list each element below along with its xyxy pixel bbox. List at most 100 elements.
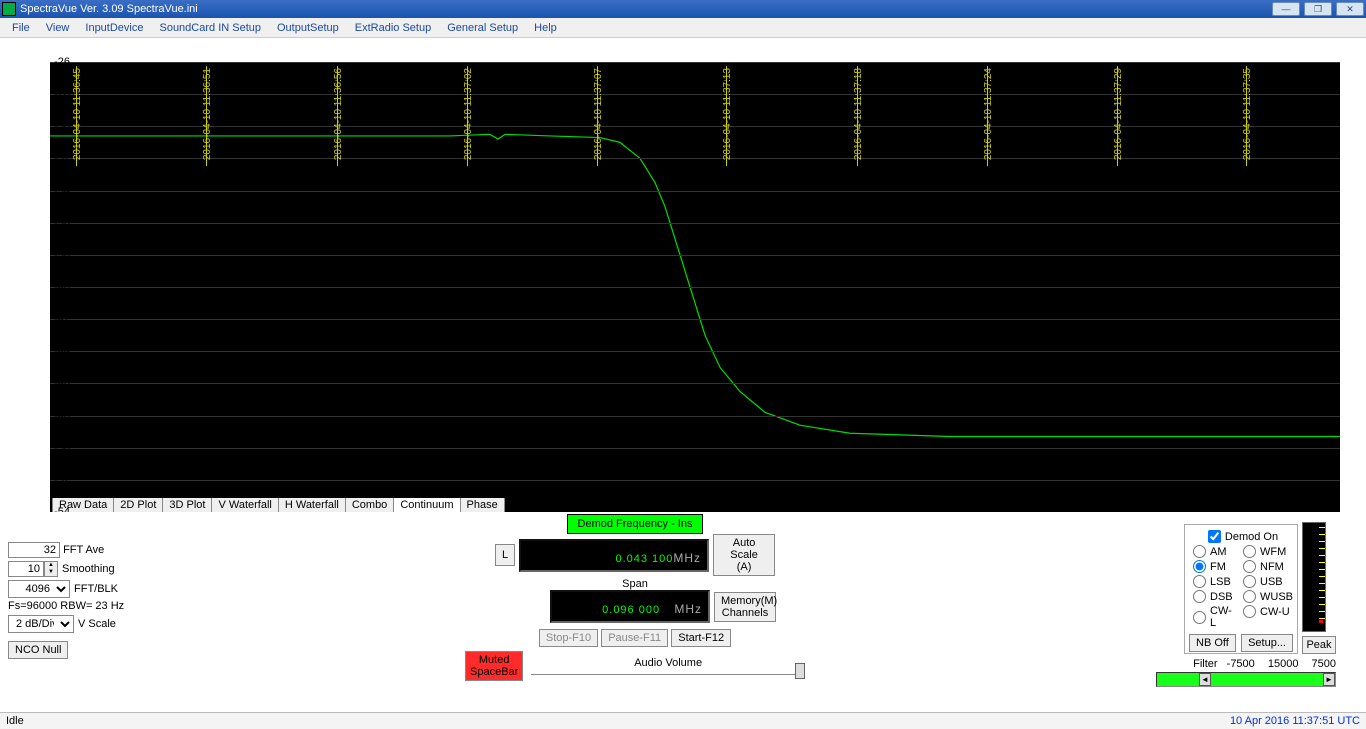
memory-channels-button[interactable]: Memory(M) Channels xyxy=(714,592,776,622)
menu-view[interactable]: View xyxy=(38,20,78,36)
timestamp-marker: 2016-04-10 11:36:45 xyxy=(72,68,83,160)
timestamp-marker: 2016-04-10 11:37:02 xyxy=(463,68,474,160)
smoothing-input[interactable] xyxy=(8,561,44,577)
filter-val-2: 7500 xyxy=(1312,658,1336,670)
timestamp-marker: 2016-04-10 11:37:24 xyxy=(983,68,994,160)
audio-volume-label: Audio Volume xyxy=(531,657,805,669)
mode-radio-nfm[interactable] xyxy=(1243,560,1256,573)
y-tick-label: -50 xyxy=(54,442,70,454)
y-tick-label: -38 xyxy=(54,249,70,261)
mode-label: CW-U xyxy=(1260,606,1290,618)
window-title: SpectraVue Ver. 3.09 SpectraVue.ini xyxy=(20,3,1272,15)
vscale-select[interactable]: 2 dB/Div xyxy=(8,615,74,633)
fft-ave-label: FFT Ave xyxy=(63,544,104,556)
mode-label: WUSB xyxy=(1260,591,1293,603)
signal-meter xyxy=(1302,522,1326,632)
y-tick-label: -52 xyxy=(54,474,70,486)
mode-radio-fm[interactable] xyxy=(1193,560,1206,573)
mode-radio-cw-u[interactable] xyxy=(1243,605,1256,618)
y-tick-label: -36 xyxy=(54,217,70,229)
demod-on-checkbox[interactable] xyxy=(1208,530,1221,543)
freq-display[interactable]: 0.043 100MHz xyxy=(519,539,709,572)
y-tick-label: -46 xyxy=(54,377,70,389)
auto-scale-button[interactable]: Auto Scale (A) xyxy=(713,534,775,576)
y-tick-label: -40 xyxy=(54,281,70,293)
mode-label: DSB xyxy=(1210,591,1233,603)
y-tick-label: -28 xyxy=(54,88,70,100)
mode-label: USB xyxy=(1260,576,1283,588)
audio-volume-slider[interactable] xyxy=(531,669,805,675)
filter-label: Filter xyxy=(1193,658,1217,670)
filter-slider[interactable]: ◄ ► xyxy=(1156,672,1336,687)
close-button[interactable]: ✕ xyxy=(1336,2,1364,16)
fft-ave-input[interactable] xyxy=(8,542,60,558)
minimize-button[interactable]: — xyxy=(1272,2,1300,16)
mode-radio-dsb[interactable] xyxy=(1193,590,1206,603)
filter-val-0: -7500 xyxy=(1227,658,1255,670)
titlebar: SpectraVue Ver. 3.09 SpectraVue.ini — ❐ … xyxy=(0,0,1366,18)
demod-on-label: Demod On xyxy=(1225,531,1278,543)
setup-button[interactable]: Setup... xyxy=(1241,634,1293,652)
fft-blk-label: FFT/BLK xyxy=(74,583,118,595)
muted-button[interactable]: Muted SpaceBar xyxy=(465,651,523,681)
menu-general-setup[interactable]: General Setup xyxy=(439,20,526,36)
filter-val-1: 15000 xyxy=(1268,658,1299,670)
mode-label: CW-L xyxy=(1210,605,1237,629)
timestamp-marker: 2016-04-10 11:37:29 xyxy=(1113,68,1124,160)
timestamp-marker: 2016-04-10 11:37:13 xyxy=(722,68,733,160)
continuum-chart[interactable]: 2016-04-10 11:36:45 2016-04-10 11:36:51 20… xyxy=(50,62,1340,512)
mode-label: NFM xyxy=(1260,561,1284,573)
span-label: Span xyxy=(465,578,805,590)
mode-radio-cw-l[interactable] xyxy=(1193,611,1206,624)
timestamp-marker: 2016-04-10 11:37:35 xyxy=(1242,68,1253,160)
timestamp-marker: 2016-04-10 11:37:18 xyxy=(853,68,864,160)
mode-radio-wusb[interactable] xyxy=(1243,590,1256,603)
mode-radio-am[interactable] xyxy=(1193,545,1206,558)
l-button[interactable]: L xyxy=(495,544,515,566)
app-icon xyxy=(2,2,16,16)
y-tick-label: -34 xyxy=(54,185,70,197)
fs-rbw-info: Fs=96000 RBW= 23 Hz xyxy=(8,600,124,612)
y-tick-label: -44 xyxy=(54,345,70,357)
y-tick-label: -32 xyxy=(54,152,70,164)
y-tick-label: -30 xyxy=(54,120,70,132)
menu-outputsetup[interactable]: OutputSetup xyxy=(269,20,347,36)
vscale-label: V Scale xyxy=(78,618,116,630)
mode-label: LSB xyxy=(1210,576,1231,588)
mode-label: AM xyxy=(1210,546,1227,558)
maximize-button[interactable]: ❐ xyxy=(1304,2,1332,16)
statusbar: Idle 10 Apr 2016 11:37:51 UTC xyxy=(0,712,1366,729)
status-left: Idle xyxy=(6,715,1230,727)
peak-button[interactable]: Peak xyxy=(1302,636,1336,654)
nco-null-button[interactable]: NCO Null xyxy=(8,641,68,659)
smoothing-label: Smoothing xyxy=(62,563,115,575)
timestamp-marker: 2016-04-10 11:37:07 xyxy=(593,68,604,160)
span-display[interactable]: 0.096 000 MHz xyxy=(550,590,710,623)
menu-inputdevice[interactable]: InputDevice xyxy=(77,20,151,36)
nb-off-button[interactable]: NB Off xyxy=(1189,634,1236,652)
mode-radio-lsb[interactable] xyxy=(1193,575,1206,588)
start-button[interactable]: Start-F12 xyxy=(671,629,731,647)
smoothing-spinner[interactable]: ▲▼ xyxy=(44,561,58,577)
menubar: FileViewInputDeviceSoundCard IN SetupOut… xyxy=(0,18,1366,38)
y-tick-label: -26 xyxy=(54,56,70,68)
menu-extradio-setup[interactable]: ExtRadio Setup xyxy=(347,20,439,36)
mode-label: WFM xyxy=(1260,546,1286,558)
chart-area: 2016-04-10 11:36:45 2016-04-10 11:36:51 20… xyxy=(0,38,1366,512)
menu-file[interactable]: File xyxy=(4,20,38,36)
mode-radio-wfm[interactable] xyxy=(1243,545,1256,558)
timestamp-marker: 2016-04-10 11:36:51 xyxy=(202,68,213,160)
control-panel: FFT Ave ▲▼ Smoothing 4096 FFT/BLK Fs=960… xyxy=(0,512,1366,712)
fft-blk-select[interactable]: 4096 xyxy=(8,580,70,598)
mode-radio-usb[interactable] xyxy=(1243,575,1256,588)
stop-button[interactable]: Stop-F10 xyxy=(539,629,598,647)
y-tick-label: -48 xyxy=(54,410,70,422)
timestamp-marker: 2016-04-10 11:36:56 xyxy=(333,68,344,160)
menu-soundcard-in-setup[interactable]: SoundCard IN Setup xyxy=(151,20,269,36)
demod-freq-label[interactable]: Demod Frequency - Ins xyxy=(567,514,704,534)
y-tick-label: -42 xyxy=(54,313,70,325)
status-right: 10 Apr 2016 11:37:51 UTC xyxy=(1230,715,1360,727)
pause-button[interactable]: Pause-F11 xyxy=(601,629,668,647)
mode-label: FM xyxy=(1210,561,1226,573)
menu-help[interactable]: Help xyxy=(526,20,565,36)
